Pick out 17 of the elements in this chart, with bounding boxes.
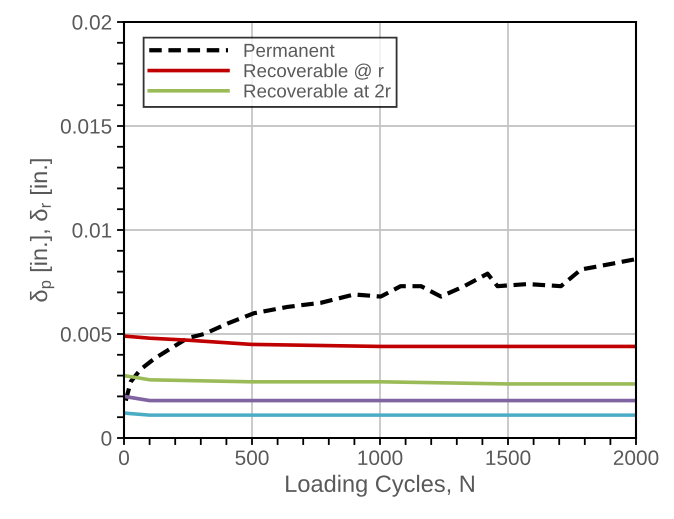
legend-label: Recoverable at 2r bbox=[244, 84, 391, 98]
y-tick-label: 0 bbox=[101, 431, 112, 446]
legend-label: Permanent bbox=[244, 44, 335, 58]
legend-label: Recoverable @ r bbox=[244, 64, 384, 80]
x-tick-label: 500 bbox=[235, 450, 269, 466]
y-tick-label: 0.01 bbox=[72, 223, 112, 238]
x-tick-label: 2000 bbox=[614, 450, 658, 466]
line-series bbox=[124, 334, 636, 348]
x-axis-title: Loading Cycles, N bbox=[286, 474, 474, 497]
x-tick-label: 1500 bbox=[486, 450, 530, 466]
x-tick-label: 1000 bbox=[358, 450, 402, 466]
y-tick-label: 0.005 bbox=[60, 327, 112, 342]
y-axis-title: δ$_{p}$ [in.], δ$_{r}$ [in.] bbox=[30, 159, 54, 302]
x-tick-label: 0 bbox=[119, 450, 129, 466]
y-tick-label: 0.02 bbox=[72, 15, 112, 30]
line-series bbox=[124, 374, 636, 386]
y-tick-label: 0.015 bbox=[60, 119, 112, 134]
